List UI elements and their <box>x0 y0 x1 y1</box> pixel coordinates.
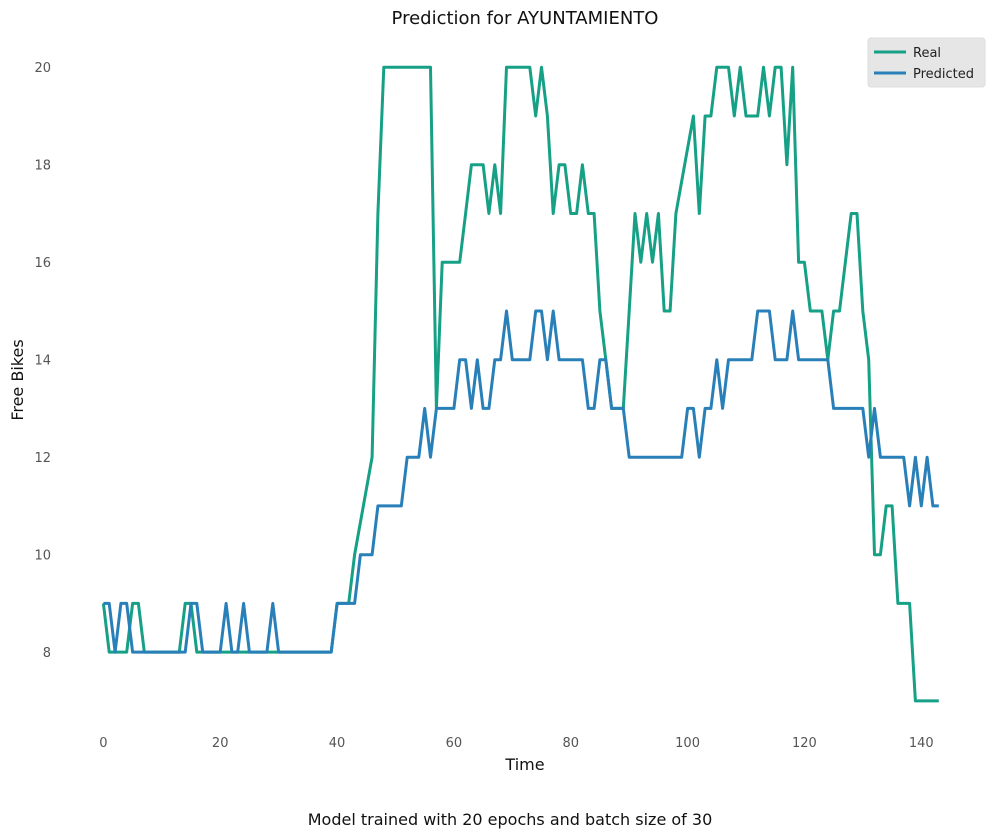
x-axis-label: Time <box>504 755 544 774</box>
y-axis-ticks: 8 10 12 14 16 18 20 <box>34 61 51 661</box>
x-tick-label: 100 <box>675 736 700 751</box>
series-line-real <box>101 65 939 703</box>
y-tick-label: 16 <box>34 256 51 271</box>
x-axis-ticks: 0 20 40 60 80 100 120 140 <box>99 736 933 751</box>
series-line-predicted <box>103 309 939 654</box>
y-tick-label: 14 <box>34 354 51 369</box>
y-tick-label: 12 <box>34 451 51 466</box>
x-tick-label: 140 <box>909 736 934 751</box>
x-tick-label: 120 <box>792 736 817 751</box>
x-tick-label: 80 <box>562 736 579 751</box>
y-tick-label: 10 <box>34 549 51 564</box>
y-tick-label: 8 <box>43 646 51 661</box>
legend: Real Predicted <box>867 37 986 88</box>
x-tick-label: 60 <box>446 736 463 751</box>
x-tick-label: 0 <box>99 736 107 751</box>
y-axis-label: Free Bikes <box>8 339 27 420</box>
x-tick-label: 40 <box>329 736 346 751</box>
series-layer <box>101 65 939 703</box>
x-tick-label: 20 <box>212 736 229 751</box>
chart-caption: Model trained with 20 epochs and batch s… <box>308 810 713 829</box>
y-tick-label: 18 <box>34 159 51 174</box>
chart-title: Prediction for AYUNTAMIENTO <box>392 8 659 29</box>
legend-label-real: Real <box>913 46 941 61</box>
y-tick-label: 20 <box>34 61 51 76</box>
legend-label-predicted: Predicted <box>913 67 974 82</box>
legend-box <box>867 37 986 88</box>
